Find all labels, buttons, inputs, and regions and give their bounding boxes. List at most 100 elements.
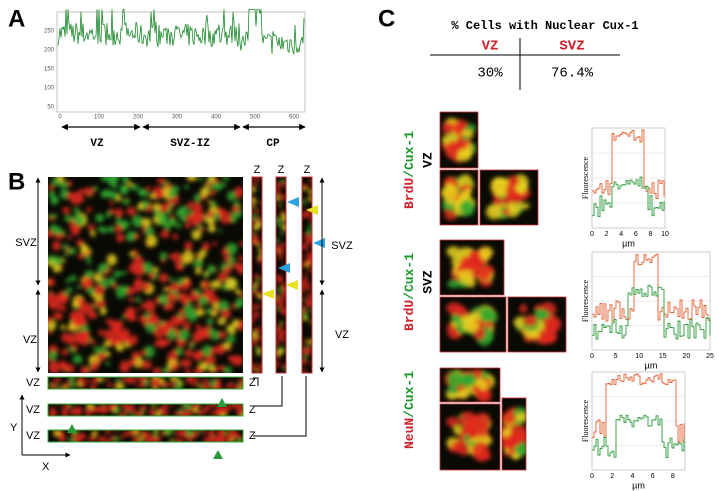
x-axis-label: µm [632,480,645,490]
cell [166,369,172,373]
cell [305,283,311,288]
cell [103,329,116,340]
cell [209,365,216,372]
trace [57,9,305,56]
y-axis-label: Fluorescence [581,156,590,199]
cell [276,358,280,363]
trace [592,176,665,218]
strip-label: VZ [26,404,40,416]
cell [55,384,61,389]
cell [80,382,87,388]
cell [170,252,182,262]
cell [187,437,193,442]
cell [93,346,98,351]
stain-red: BrdU [402,178,417,209]
arrowhead [306,205,318,215]
x-tick-label: 4 [630,473,634,480]
cell [486,204,502,220]
cell [171,349,177,353]
cell [207,177,216,182]
cell [128,297,135,302]
cell [164,223,172,231]
cell [111,404,118,410]
cell [195,302,202,308]
x-tick-label: 6 [651,473,655,480]
cell [276,340,280,346]
cell [148,314,160,324]
cell [95,430,99,433]
cell [192,381,199,386]
cell [89,339,96,345]
frame [439,239,505,296]
cell [460,256,473,271]
image [440,174,476,221]
cell [78,252,84,260]
cell [255,326,260,331]
cell [492,197,501,205]
cell [206,318,214,325]
cell [502,208,510,216]
cell [98,439,103,442]
cell [277,287,283,293]
micrographs [47,176,325,459]
cell [280,210,285,215]
cell [114,224,123,234]
cell [209,190,216,196]
cell [154,338,167,348]
cell [235,298,243,306]
cell [103,340,112,348]
stain-red: NeuN [402,418,417,449]
cell [136,307,141,311]
stain-label: NeuN/Cux-1 [402,371,417,449]
cell [475,421,489,438]
y-tick-label: 100 [44,86,55,92]
cell [89,409,94,414]
cell [503,451,511,457]
cell [253,182,258,186]
cell [531,332,539,338]
cell [158,190,165,198]
cell [89,365,98,372]
cell [119,234,124,239]
cell [279,321,284,325]
image [52,430,243,442]
cell [165,183,172,189]
cell [258,346,262,351]
cell [231,304,236,310]
cell [214,344,225,355]
panel-label: A [8,5,25,32]
cell [302,187,307,192]
cell [252,224,260,231]
cell [130,183,139,191]
cell [48,357,51,362]
cell [226,335,236,344]
cell [129,404,136,411]
cell [137,188,146,197]
cell [63,252,69,257]
cell [130,431,136,436]
cell [276,332,279,336]
cell [276,216,281,224]
table-header: SVZ [559,39,584,55]
y-axis-label: Fluorescence [581,399,590,442]
cell [184,349,194,358]
cell [279,194,286,201]
cell [66,287,74,293]
cell [115,430,120,433]
cell [192,352,205,361]
cell [119,412,127,416]
cell [58,361,69,372]
cell [257,277,262,281]
cell [142,433,150,439]
image-bg [276,177,286,373]
cell [196,430,202,433]
cell [119,360,130,373]
cell [137,202,145,211]
stain-green: Cux-1 [402,131,417,170]
cell [442,121,454,135]
cell [151,404,156,408]
cell [280,231,284,236]
cell [484,310,498,324]
cell [252,205,255,210]
y-tick-label: 50 [47,105,54,111]
